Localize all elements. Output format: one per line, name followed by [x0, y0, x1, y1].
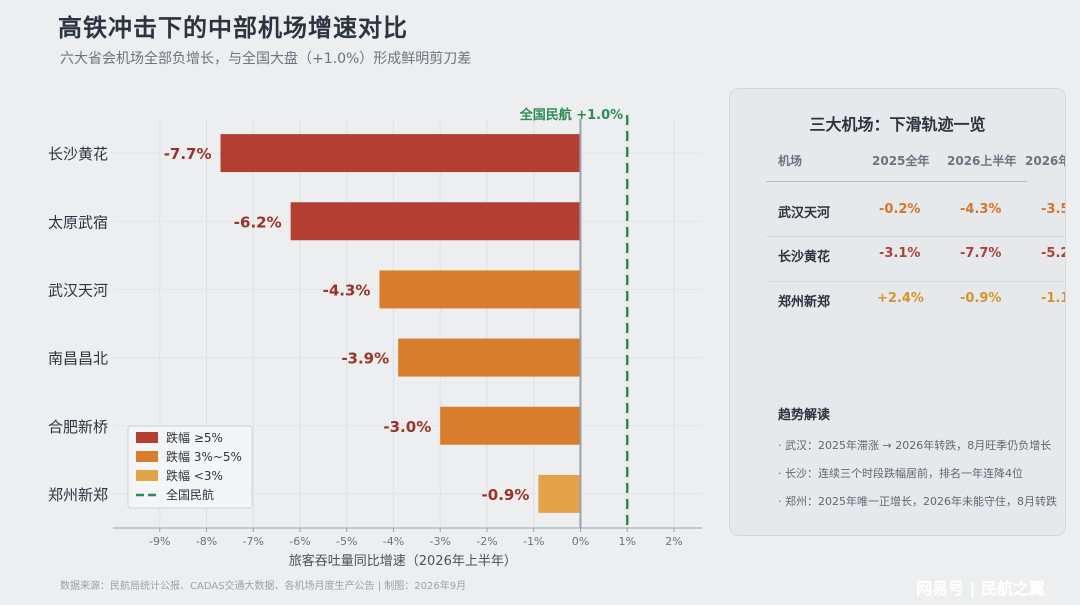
x-tick-label: -3% [430, 535, 451, 548]
row-name: 郑州新郑 [778, 295, 831, 310]
x-tick-label: -8% [196, 535, 217, 548]
insight-title: 趋势解读 [778, 408, 831, 423]
x-tick-label: -1% [523, 535, 544, 548]
bar [538, 474, 581, 513]
x-tick-label: 2% [665, 535, 682, 548]
bar-value-label: -6.2% [234, 213, 282, 231]
source-note: 数据来源：民航局统计公报、CADAS交通大数据、各机场月度生产公告 | 制图：2… [60, 581, 467, 592]
legend-label: 全国民航 [166, 487, 214, 502]
x-tick-label: -6% [289, 535, 310, 548]
reference-line-label: 全国民航 +1.0% [519, 107, 623, 123]
bar-value-label: -0.9% [482, 486, 530, 504]
legend-label: 跌幅 ≥5% [166, 430, 223, 445]
x-tick-label: -9% [149, 535, 170, 548]
panel-header-divider [766, 181, 1027, 182]
bar-value-label: -7.7% [164, 145, 212, 163]
row-divider [766, 236, 1065, 237]
panel-title: 三大机场：下滑轨迹一览 [809, 115, 986, 134]
panel-header-airport: 机场 [778, 154, 803, 168]
row-divider [766, 281, 1065, 282]
legend-swatch [136, 451, 158, 462]
row-cell: -3.1% [879, 246, 921, 261]
x-tick-label: 0% [572, 535, 589, 548]
legend-swatch [136, 470, 158, 481]
x-tick-label: 1% [618, 535, 635, 548]
bar-value-label: -4.3% [323, 281, 371, 299]
x-tick-label: -7% [243, 535, 264, 548]
row-name: 长沙黄花 [778, 250, 831, 265]
bar [440, 406, 581, 445]
row-name: 武汉天河 [778, 206, 831, 221]
panel-header-2025: 2025全年 [872, 154, 930, 168]
legend-label: 跌幅 <3% [166, 468, 223, 483]
summary-panel: 三大机场：下滑轨迹一览 机场 2025全年 2026上半年 2026年1- 武汉… [729, 88, 1066, 536]
row-cell: +2.4% [877, 291, 924, 306]
brand-watermark: 网易号 | 民航之翼 [916, 579, 1045, 598]
insight-item: · 郑州：2025年唯一正增长，2026年未能守住，8月转跌 [778, 495, 1057, 508]
bar-chart: -9% -8% -7% -6% -5% -4% -3% -2% -1% 0% 1% 2% 旅客吞吐量同比… [48, 107, 702, 569]
category-label: 太原武宿 [48, 213, 108, 231]
category-label: 合肥新桥 [48, 418, 108, 436]
bar [398, 338, 581, 377]
row-cell: -5.2% [1041, 246, 1065, 261]
bar-value-label: -3.0% [383, 418, 431, 436]
bar [379, 270, 581, 309]
row-cell: -3.5% [1041, 202, 1065, 217]
insight-item: · 武汉：2025年滞涨 → 2026年转跌，8月旺季仍负增长 [778, 439, 1052, 452]
row-cell: -0.2% [879, 202, 921, 217]
row-cell: -1.1% [1041, 291, 1065, 306]
legend-swatch [136, 432, 158, 443]
page-title: 高铁冲击下的中部机场增速对比 [58, 14, 408, 42]
bar [220, 134, 581, 173]
bar-value-label: -3.9% [341, 350, 389, 368]
row-cell: -0.9% [960, 291, 1002, 306]
page-subtitle: 六大省会机场全部负增长，与全国大盘（+1.0%）形成鲜明剪刀差 [60, 51, 472, 67]
panel-header-2026ytd: 2026年1- [1025, 154, 1065, 168]
row-cell: -4.3% [960, 202, 1002, 217]
x-tick-label: -4% [383, 535, 404, 548]
insight-item: · 长沙：连续三个时段跌幅居前，排名一年连降4位 [778, 467, 1023, 480]
x-axis-title: 旅客吞吐量同比增速（2026年上半年） [289, 553, 517, 569]
x-tick-label: -5% [336, 535, 357, 548]
category-label: 武汉天河 [48, 281, 108, 299]
category-label: 长沙黄花 [48, 145, 108, 163]
row-cell: -7.7% [960, 246, 1002, 261]
x-tick-label: -2% [476, 535, 497, 548]
legend-box [127, 425, 253, 509]
category-label: 郑州新郑 [48, 486, 108, 504]
category-label: 南昌昌北 [48, 350, 108, 368]
bar [290, 202, 581, 241]
legend-label: 跌幅 3%~5% [166, 449, 242, 464]
panel-header-2026h1: 2026上半年 [947, 154, 1017, 168]
